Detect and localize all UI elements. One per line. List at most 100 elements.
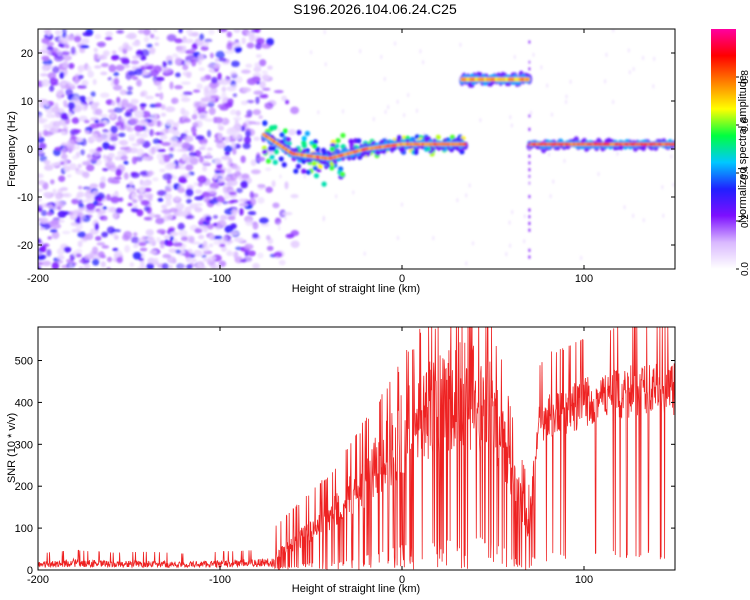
spectrogram-noise-cell bbox=[232, 148, 237, 155]
spectrogram-noise-cell bbox=[102, 167, 109, 172]
spectrogram-noise-cell bbox=[156, 190, 167, 196]
spectrogram-noise-cell bbox=[82, 31, 92, 37]
spectrogram-noise-cell bbox=[114, 156, 123, 161]
spectrogram-noise-cell bbox=[38, 132, 42, 140]
spectrogram-noise-cell bbox=[131, 156, 138, 165]
spectrogram-noise-cell bbox=[160, 134, 168, 141]
spectrogram-noise-cell bbox=[185, 188, 194, 197]
spectrogram-signal-blob bbox=[279, 132, 285, 138]
spectrogram-noise-cell bbox=[113, 77, 120, 86]
spectrogram-noise-cell bbox=[135, 156, 144, 162]
spectrogram-speckle bbox=[563, 158, 566, 164]
spectrogram-noise-cell bbox=[140, 199, 150, 206]
spectrogram-noise-cell bbox=[226, 167, 232, 175]
spectrogram-noise-cell bbox=[38, 251, 43, 256]
spectrogram-noise-cell bbox=[244, 251, 249, 257]
spectrogram-noise-cell bbox=[38, 114, 43, 122]
spectrogram-noise-cell bbox=[38, 120, 46, 124]
spectrogram-noise-cell bbox=[47, 236, 52, 240]
spectrogram-noise-cell bbox=[130, 207, 139, 213]
snr-x-tick-label: 0 bbox=[399, 574, 405, 586]
spectrogram-noise-cell bbox=[95, 235, 102, 241]
spectrogram-noise-cell bbox=[72, 212, 78, 220]
spectrogram-noise-cell bbox=[123, 160, 129, 165]
spectrogram-noise-cell bbox=[176, 212, 187, 217]
spectrogram-noise-cell bbox=[137, 120, 148, 126]
spectrogram-noise-cell bbox=[177, 263, 187, 269]
spectrogram-noise-cell bbox=[139, 133, 149, 138]
snr-x-tick-label: -100 bbox=[209, 574, 231, 586]
spectrogram-noise-cell bbox=[185, 172, 191, 178]
spectrogram-noise-cell bbox=[131, 192, 136, 199]
spectrogram-speckle bbox=[552, 179, 555, 184]
spectrogram-streak bbox=[528, 255, 531, 259]
spectrogram-noise-cell bbox=[49, 85, 55, 92]
spectrogram-noise-cell bbox=[284, 99, 290, 105]
spectrogram-noise-cell bbox=[221, 86, 227, 92]
spectrogram-noise-cell bbox=[222, 102, 232, 107]
spectrogram-noise-cell bbox=[195, 135, 205, 141]
spectrogram-noise-cell bbox=[145, 229, 154, 236]
spectrogram-noise-cell bbox=[100, 71, 108, 76]
spectrogram-noise-cell bbox=[149, 250, 158, 255]
spectrogram-noise-cell bbox=[89, 148, 95, 154]
spectrogram-noise-cell bbox=[262, 87, 271, 91]
spectrogram-noise-cell bbox=[49, 77, 59, 86]
spectrogram-noise-cell bbox=[80, 149, 85, 156]
spectrogram-noise-cell bbox=[56, 255, 65, 260]
spectrogram-noise-cell bbox=[203, 85, 210, 93]
spectrogram-noise-cell bbox=[278, 259, 286, 266]
spectrogram-noise-cell bbox=[131, 143, 141, 147]
spectrogram-noise-cell bbox=[77, 240, 83, 248]
spectrogram-noise-cell bbox=[199, 155, 204, 164]
spectrogram-noise-cell bbox=[194, 207, 203, 213]
spectrogram-noise-cell bbox=[155, 93, 160, 97]
spectrogram-speckle bbox=[652, 84, 655, 89]
spectrogram-noise-cell bbox=[163, 235, 172, 239]
spectrogram-noise-cell bbox=[105, 193, 111, 201]
spectrogram-speckle bbox=[277, 221, 280, 227]
spectrogram-noise-cell bbox=[185, 251, 191, 259]
spectrogram-signal-blob bbox=[296, 129, 302, 136]
spectrogram-noise-cell bbox=[257, 183, 265, 191]
spectrogram-noise-cell bbox=[250, 169, 261, 175]
spectrogram-noise-cell bbox=[41, 37, 50, 44]
spectrogram-noise-cell bbox=[234, 76, 243, 84]
colorbar-label: Normalized spectral amplitude bbox=[737, 75, 749, 223]
spectrogram-noise-cell bbox=[189, 48, 196, 53]
spectrogram-noise-cell bbox=[76, 191, 85, 198]
spectrogram-noise-cell bbox=[78, 203, 85, 208]
spectrogram-noise-cell bbox=[252, 262, 260, 269]
spectrogram-noise-cell bbox=[252, 221, 259, 230]
spectrogram-noise-cell bbox=[49, 229, 58, 233]
spectrogram-noise-cell bbox=[199, 102, 207, 107]
spectrogram-noise-cell bbox=[94, 33, 102, 40]
spectrogram-noise-cell bbox=[138, 241, 147, 247]
spectrogram-noise-cell bbox=[128, 137, 135, 142]
spectrogram-noise-cell bbox=[245, 129, 251, 138]
spectrogram-noise-cell bbox=[104, 157, 113, 164]
spectrogram-noise-cell bbox=[174, 38, 183, 44]
spectrogram-noise-cell bbox=[109, 136, 118, 142]
spectrogram-noise-cell bbox=[102, 141, 110, 150]
spectrogram-noise-cell bbox=[105, 99, 114, 106]
spectrogram-noise-cell bbox=[171, 53, 178, 58]
spectrogram-noise-cell bbox=[181, 142, 191, 150]
spectrogram-noise-cell bbox=[216, 163, 223, 169]
spectrogram-noise-cell bbox=[135, 130, 140, 137]
spectrogram-noise-cell bbox=[221, 91, 227, 100]
spectrogram-noise-cell bbox=[175, 72, 181, 78]
spectrogram-noise-cell bbox=[234, 46, 242, 53]
spectrogram-streak bbox=[528, 141, 531, 145]
snr-frame bbox=[37, 326, 676, 571]
spectrogram-noise-cell bbox=[212, 215, 219, 219]
spectrogram-noise-cell bbox=[105, 31, 113, 37]
spectrogram-speckle bbox=[468, 183, 471, 188]
spectrogram-y-tick-label: -10 bbox=[17, 192, 33, 204]
spectrogram-noise-cell bbox=[96, 41, 106, 48]
spectrogram-noise-cell bbox=[126, 73, 131, 82]
spectrogram-signal-blob bbox=[270, 145, 276, 152]
spectrogram-noise-cell bbox=[229, 127, 236, 133]
colorbar-tick-label: 0.6 bbox=[740, 118, 750, 132]
